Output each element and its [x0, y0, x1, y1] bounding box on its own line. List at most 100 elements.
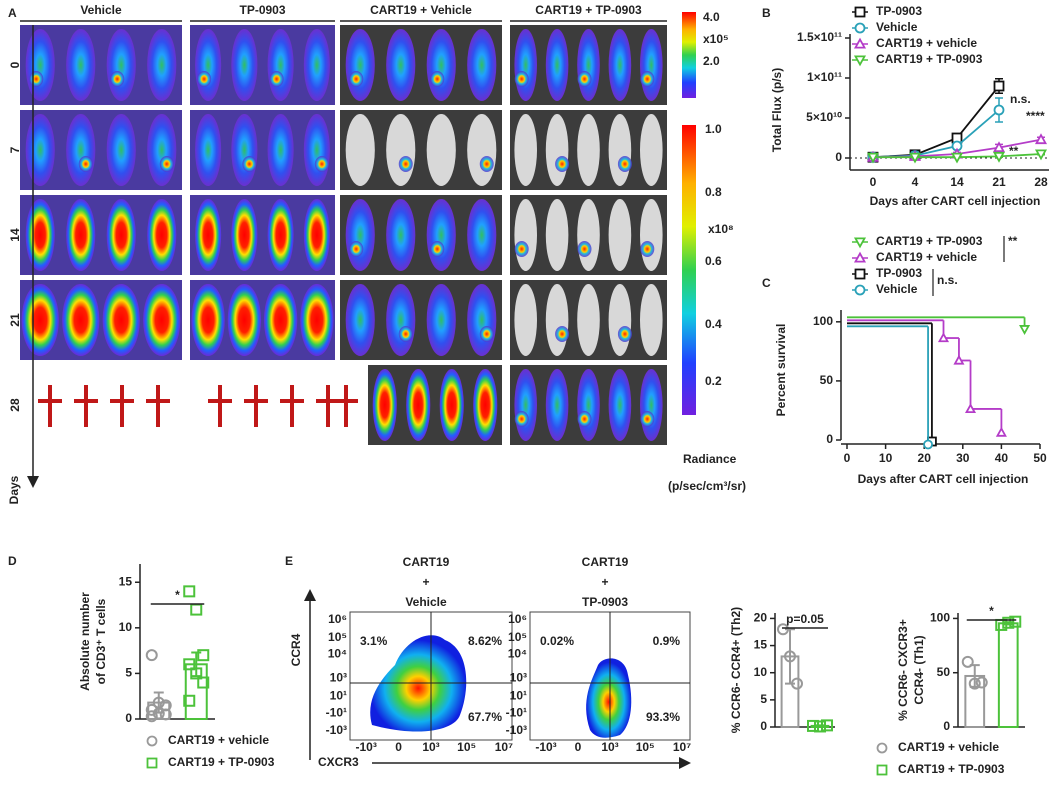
mouse — [426, 284, 456, 356]
x-tick-label: 0 — [870, 175, 877, 189]
mouse — [386, 114, 416, 186]
marker — [146, 757, 158, 769]
error-bar — [1003, 621, 1014, 626]
legend-label: CART19 + TP-0903 — [168, 755, 275, 769]
colorbar — [682, 125, 696, 415]
mouse — [372, 369, 397, 441]
group-header: CART19 + Vehicle — [370, 3, 472, 17]
panel-label: C — [762, 276, 771, 290]
y-tick-label: 10 — [754, 665, 768, 679]
mouse — [514, 199, 538, 271]
quadrant-pct: 0.02% — [540, 634, 574, 648]
days-label: Days — [7, 475, 21, 504]
mouse — [639, 29, 663, 101]
mouse — [303, 29, 330, 101]
mouse — [608, 114, 632, 186]
marker — [876, 764, 888, 776]
signal-spot — [349, 71, 364, 87]
mouse — [577, 114, 600, 186]
mouse — [577, 29, 600, 101]
panel-label: D — [8, 554, 17, 568]
y-axis-label: Total Flux (p/s) — [770, 68, 784, 152]
legend-label: CART19 + vehicle — [898, 740, 999, 754]
flow-xtick: 0 — [395, 740, 402, 754]
mouse — [608, 369, 632, 441]
x-tick-label: 10 — [879, 451, 893, 465]
mouse — [62, 284, 100, 356]
mouse — [143, 284, 181, 356]
annotation: ** — [1009, 144, 1019, 158]
mouse — [345, 199, 375, 271]
y-tick-label: 5×10¹⁰ — [806, 110, 842, 124]
y-tick-label: 1.5×10¹¹ — [797, 30, 842, 44]
mouse — [195, 29, 222, 101]
series-line — [872, 85, 1000, 159]
marker — [876, 742, 888, 754]
x-tick-label: 28 — [1034, 175, 1048, 189]
mouse — [25, 199, 55, 271]
marker — [853, 251, 867, 263]
y-tick-label: 0 — [760, 719, 767, 733]
death-cross — [74, 385, 98, 427]
y-tick-label: 0 — [125, 711, 132, 725]
legend-label: Vehicle — [876, 282, 918, 296]
group-header: Vehicle — [80, 3, 122, 17]
mouse — [467, 29, 497, 101]
flow-ytick: 10⁶ — [328, 612, 347, 626]
marker — [821, 719, 833, 732]
mouse — [106, 29, 136, 101]
flow-xlabel: CXCR3 — [318, 755, 359, 769]
death-cross — [244, 385, 268, 427]
mouse — [514, 29, 538, 101]
mouse — [386, 29, 416, 101]
annotation: n.s. — [1010, 92, 1031, 106]
flow-ytick: 10³ — [330, 671, 347, 685]
legend-label: CART19 + TP-0903 — [876, 52, 983, 66]
flow-xtick: 10⁵ — [457, 740, 476, 754]
signal-spot — [479, 156, 494, 172]
signal-spot — [78, 156, 93, 172]
y-tick-label: 15 — [119, 574, 133, 588]
signal-spot — [640, 411, 655, 427]
marker — [950, 152, 964, 164]
y-axis-label: Absolute number — [78, 592, 92, 691]
legend-label: CART19 + vehicle — [168, 733, 269, 747]
mouse — [231, 199, 258, 271]
flow-xtick: 10³ — [422, 740, 439, 754]
marker — [866, 152, 880, 164]
marker — [968, 677, 981, 690]
significance: * — [175, 588, 180, 602]
signal-spot — [640, 71, 655, 87]
marker — [853, 237, 867, 249]
colorbar-tick: 0.2 — [705, 374, 722, 388]
mouse — [386, 284, 416, 356]
y-tick-label: 0 — [943, 719, 950, 733]
marker — [814, 720, 826, 733]
mouse — [267, 29, 294, 101]
death-cross — [208, 385, 232, 427]
quadrant-pct: 93.3% — [646, 710, 680, 724]
signal-spot — [555, 156, 570, 172]
mouse — [195, 199, 222, 271]
mouse — [267, 199, 294, 271]
colorbar-tick: 0.4 — [705, 317, 722, 331]
legend-label: CART19 + TP-0903 — [898, 762, 1005, 776]
y-tick-label: 10 — [119, 620, 133, 634]
mouse — [545, 29, 569, 101]
marker — [995, 426, 1007, 437]
y-tick-label: 50 — [937, 665, 951, 679]
flow-ytick: 10⁴ — [328, 646, 347, 660]
marker — [145, 703, 158, 716]
y-tick-label: 50 — [820, 373, 834, 387]
mouse — [406, 369, 431, 441]
x-tick-label: 14 — [950, 175, 964, 189]
legend-label: CART19 + vehicle — [876, 36, 977, 50]
colorbar-tick: 4.0 — [703, 10, 720, 24]
flow-xtick: 10⁷ — [495, 740, 513, 754]
y-axis-label: CCR4- (Th1) — [912, 635, 926, 704]
signal-spot — [242, 156, 257, 172]
marker — [807, 719, 819, 732]
flow-ytick: 10⁴ — [508, 646, 527, 660]
day-label: 21 — [8, 313, 22, 327]
death-cross — [334, 385, 358, 427]
